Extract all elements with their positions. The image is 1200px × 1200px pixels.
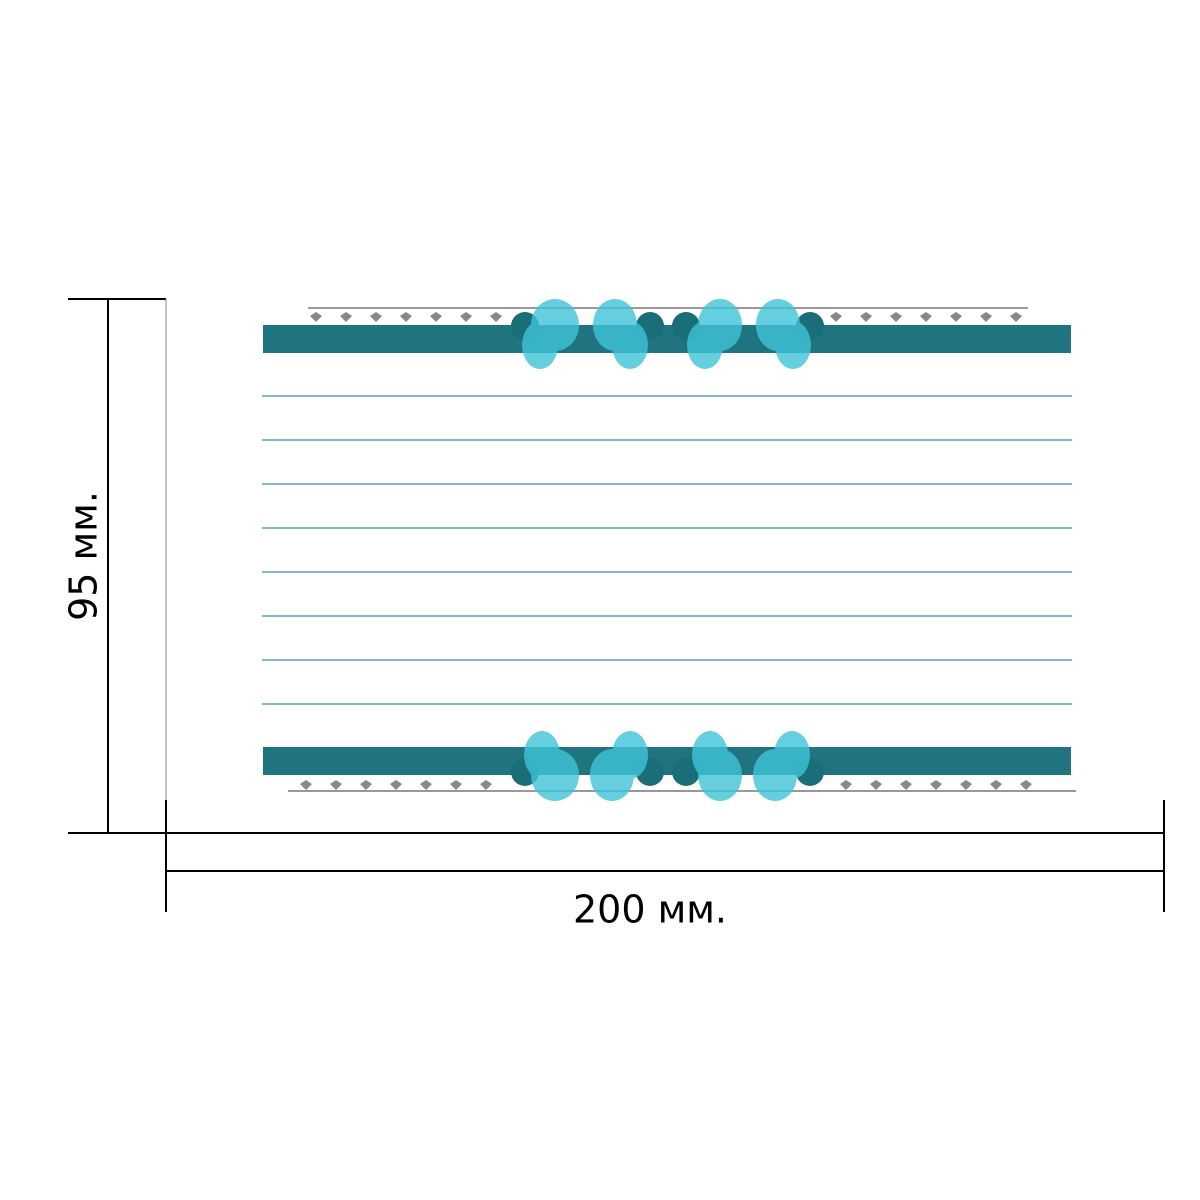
label-card	[262, 299, 1076, 801]
height-label: 95 мм.	[62, 491, 106, 621]
leaf-ornament	[511, 299, 824, 801]
dimension-lines	[68, 298, 1165, 912]
width-label: 200 мм.	[573, 888, 727, 932]
